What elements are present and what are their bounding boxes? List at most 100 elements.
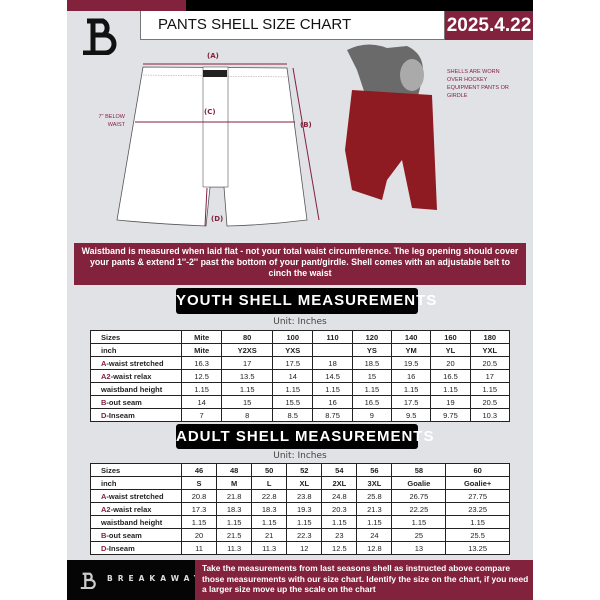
table-cell: YL: [430, 343, 471, 357]
table-cell: 17.3: [180, 502, 218, 516]
table-cell: 1.15: [216, 515, 253, 529]
footer-brand: BREAKAWAY: [67, 560, 199, 600]
adult-size-table: Sizes 46 48 50 52 54 56 58 60 inch S M L XL 2XL 3XL Goal…: [90, 463, 510, 555]
row-label-text: -waist relax: [110, 504, 152, 514]
row-label: D-Inseam: [90, 408, 182, 422]
table-cell: 20: [430, 356, 471, 370]
table-cell: YXS: [272, 343, 314, 357]
row-label-text: -out seam: [106, 530, 142, 540]
row-label-text: inch: [101, 478, 117, 488]
row-label-text: inch: [101, 345, 117, 355]
row-label: A-waist stretched: [90, 489, 182, 503]
table-cell: 1.15: [391, 515, 447, 529]
row-prefix: D: [101, 410, 107, 420]
table-cell: 1.15: [272, 382, 314, 396]
table-cell: 54: [321, 463, 358, 477]
table-cell: 23.25: [445, 502, 510, 516]
table-cell: 13.25: [445, 541, 510, 555]
table-cell: Mite: [180, 343, 223, 357]
row-label: inch: [90, 476, 182, 490]
table-cell: 14: [180, 395, 223, 409]
table-cell: M: [216, 476, 253, 490]
table-cell: YXL: [469, 343, 511, 357]
table-cell: 23: [321, 528, 358, 542]
table-cell: 140: [391, 330, 432, 344]
table-cell: 12: [286, 541, 323, 555]
table-row: D-Inseam 7 8 8.5 8.75 9 9.5 9.75 10.3: [90, 408, 511, 422]
table-cell: 19.5: [391, 356, 432, 370]
table-cell: 13: [391, 541, 447, 555]
table-cell: 19: [430, 395, 471, 409]
table-cell: Y2XS: [221, 343, 274, 357]
row-label: A-waist stretched: [90, 356, 182, 370]
table-cell: Goalie+: [445, 476, 510, 490]
table-cell: 24: [356, 528, 393, 542]
table-cell: 16: [391, 369, 432, 383]
table-cell: 17.5: [391, 395, 432, 409]
table-cell: 50: [251, 463, 288, 477]
table-cell: 18.3: [216, 502, 253, 516]
table-cell: 16.5: [351, 395, 393, 409]
brand-name: BREAKAWAY: [107, 574, 205, 583]
table-cell: 20.8: [180, 489, 218, 503]
table-cell: S: [180, 476, 218, 490]
date-badge: 2025.4.22: [445, 11, 533, 40]
row-label-text: waistband height: [101, 384, 163, 394]
youth-title: YOUTH SHELL MEASUREMENTS: [176, 288, 436, 314]
table-cell: 16: [312, 395, 353, 409]
table-row: A-waist stretched 16.3 17 17.5 18 18.5 19.5 20 2…: [90, 356, 511, 370]
row-label-text: -out seam: [106, 397, 142, 407]
row-prefix: A: [101, 358, 107, 368]
label-b: (B): [300, 121, 312, 129]
table-cell: 11: [180, 541, 218, 555]
table-cell: 25.5: [445, 528, 510, 542]
table-cell: 80: [221, 330, 274, 344]
table-cell: 100: [272, 330, 314, 344]
table-cell: 11.3: [251, 541, 288, 555]
label-a: (A): [207, 52, 219, 60]
table-row: Sizes Mite 80 100 110 120 140 160 180: [90, 330, 511, 344]
row-label-text: -Inseam: [106, 410, 135, 420]
row-prefix: A: [101, 491, 107, 501]
table-cell: 1.15: [469, 382, 511, 396]
table-cell: 15: [351, 369, 393, 383]
table-cell: 110: [312, 330, 353, 344]
table-cell: 1.15: [286, 515, 323, 529]
table-cell: 14: [272, 369, 314, 383]
table-row: inch S M L XL 2XL 3XL Goalie Goalie+: [90, 476, 510, 490]
row-label-text: waistband height: [101, 517, 163, 527]
table-cell: 18: [312, 356, 353, 370]
table-row: A2-waist relax 17.3 18.3 18.3 19.3 20.3 21.3 22…: [90, 502, 510, 516]
table-cell: 26.75: [391, 489, 447, 503]
table-cell: 10.3: [469, 408, 511, 422]
row-label: D-Inseam: [90, 541, 182, 555]
table-cell: Mite: [180, 330, 223, 344]
row-label-text: -waist relax: [110, 371, 152, 381]
table-cell: 15.5: [272, 395, 314, 409]
table-cell: 19.3: [286, 502, 323, 516]
table-cell: L: [251, 476, 288, 490]
table-cell: 8.75: [312, 408, 353, 422]
table-cell: 120: [351, 330, 393, 344]
row-prefix: D: [101, 543, 107, 553]
table-cell: 20: [180, 528, 218, 542]
row-label: waistband height: [90, 515, 182, 529]
table-cell: 18.3: [251, 502, 288, 516]
row-label-text: Sizes: [101, 332, 121, 342]
table-cell: 17.5: [272, 356, 314, 370]
table-cell: 3XL: [356, 476, 393, 490]
table-cell: 16.3: [180, 356, 223, 370]
table-row: Sizes 46 48 50 52 54 56 58 60: [90, 463, 510, 477]
table-row: waistband height 1.15 1.15 1.15 1.15 1.15 1.15…: [90, 515, 510, 529]
youth-unit: Unit: Inches: [273, 317, 327, 327]
footer-instructions: Take the measurements from last seasons …: [195, 560, 533, 600]
table-cell: 21: [251, 528, 288, 542]
table-cell: 15: [221, 395, 274, 409]
table-cell: 48: [216, 463, 253, 477]
page-title: PANTS SHELL SIZE CHART: [140, 11, 445, 40]
table-cell: 1.15: [351, 382, 393, 396]
row-prefix: A2: [101, 371, 111, 381]
top-bar: [67, 0, 533, 11]
table-cell: 21.3: [356, 502, 393, 516]
row-label: Sizes: [90, 463, 182, 477]
